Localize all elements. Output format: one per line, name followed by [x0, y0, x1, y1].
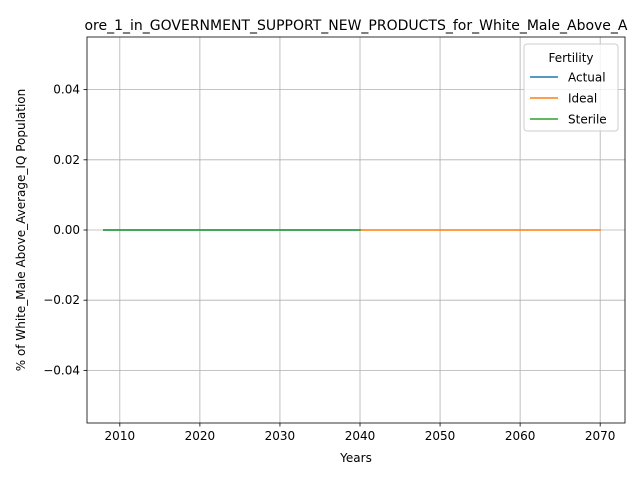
y-axis-label: % of White_Male Above_Average_IQ Populat…: [14, 89, 28, 372]
legend-label-actual: Actual: [568, 71, 606, 85]
x-tick-label: 2050: [425, 429, 456, 443]
y-tick-label: 0.00: [53, 223, 80, 237]
legend-label-sterile: Sterile: [568, 113, 607, 127]
x-tick-label: 2070: [585, 429, 616, 443]
legend-title: Fertility: [548, 51, 593, 65]
x-tick-label: 2030: [265, 429, 296, 443]
y-tick-label: 0.02: [53, 153, 80, 167]
legend-box: [523, 43, 619, 132]
legend: Fertility Actual Ideal Sterile: [523, 43, 619, 132]
x-tick-label: 2060: [505, 429, 536, 443]
x-axis-label: Years: [339, 451, 372, 465]
x-axis: 2010 2020 2030 2040 2050 2060 2070: [105, 423, 616, 443]
y-axis: −0.04 −0.02 0.00 0.02 0.04: [43, 83, 87, 377]
legend-label-ideal: Ideal: [568, 92, 597, 106]
y-tick-label: −0.02: [43, 293, 80, 307]
legend-entries: Actual Ideal Sterile: [530, 71, 607, 127]
y-tick-label: −0.04: [43, 363, 80, 377]
x-tick-label: 2010: [105, 429, 136, 443]
x-tick-label: 2040: [345, 429, 376, 443]
chart-title: ore_1_in_GOVERNMENT_SUPPORT_NEW_PRODUCTS…: [84, 18, 627, 34]
x-tick-label: 2020: [185, 429, 216, 443]
y-tick-label: 0.04: [53, 83, 80, 97]
